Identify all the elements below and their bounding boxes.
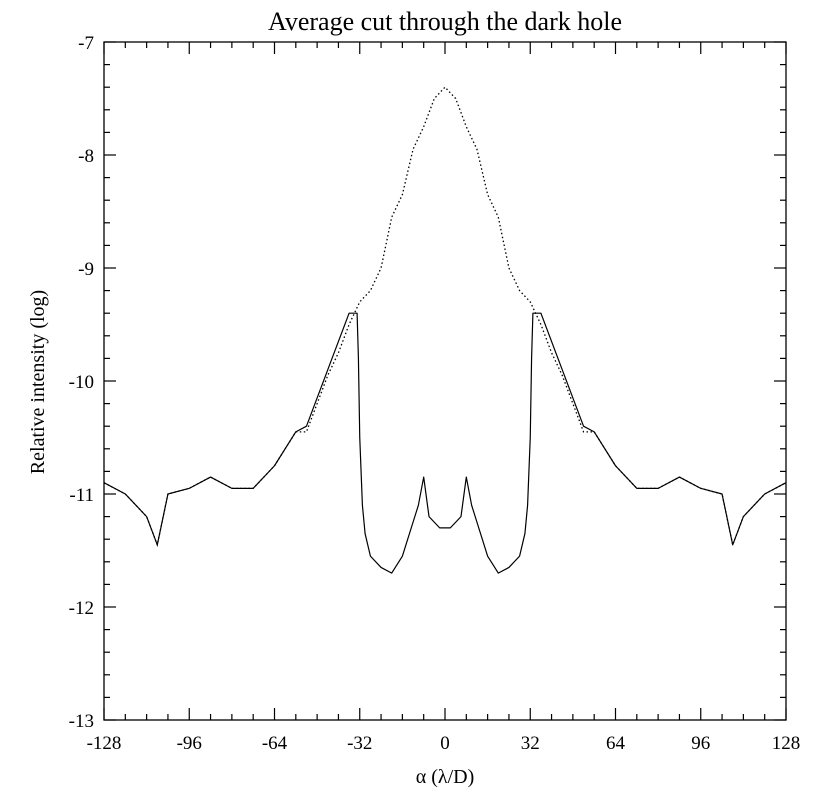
y-tick-label: -12	[69, 598, 94, 619]
x-tick-label: -96	[177, 733, 202, 754]
series-line-dotted	[103, 86, 787, 548]
y-axis: -7 -8 -9 -10 -11 -12 -13	[69, 33, 786, 732]
chart-title: Average cut through the dark hole	[268, 7, 622, 36]
x-tick-label: 128	[772, 733, 801, 754]
y-tick-label: -9	[78, 259, 94, 280]
x-tick-label: 96	[691, 733, 710, 754]
y-tick-label: -13	[69, 711, 94, 732]
y-tick-label: -10	[69, 372, 94, 393]
series-line-solid	[103, 312, 787, 574]
x-tick-label: -128	[87, 733, 122, 754]
y-axis-label: Relative intensity (log)	[27, 290, 49, 474]
y-tick-label: -7	[78, 33, 94, 54]
x-tick-label: -32	[347, 733, 372, 754]
plot-frame	[103, 41, 787, 721]
x-tick-label: 32	[521, 733, 540, 754]
x-tick-label: 64	[606, 733, 626, 754]
x-axis: -128 -96 -64 -32 0 32 64 96 128	[87, 42, 801, 754]
x-axis-label: α (λ/D)	[416, 766, 475, 788]
x-tick-label: 0	[440, 733, 450, 754]
plot-area	[103, 86, 787, 574]
y-tick-label: -11	[69, 485, 94, 506]
y-tick-label: -8	[78, 146, 94, 167]
x-tick-label: -64	[262, 733, 288, 754]
